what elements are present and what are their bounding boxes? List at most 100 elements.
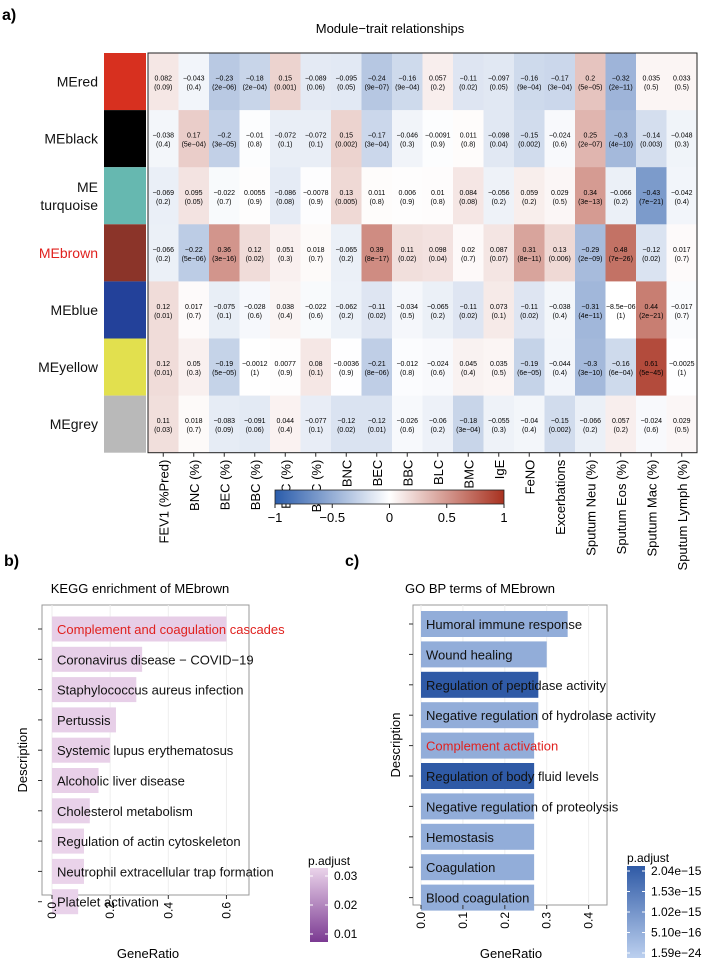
legend-tick-label: 0.01 xyxy=(334,927,358,941)
heatmap-cell-value: 0.25 xyxy=(583,133,597,140)
heatmap-cell-value: −0.31 xyxy=(581,304,599,311)
heatmap-cell xyxy=(575,53,606,111)
heatmap-cell-pvalue: (0.4) xyxy=(461,370,475,377)
heatmap-cell-pvalue: (0.002) xyxy=(518,142,540,149)
heatmap-cell-value: −0.12 xyxy=(642,247,660,254)
heatmap-cell xyxy=(483,281,515,339)
heatmap-cell-pvalue: (2e−11) xyxy=(609,85,633,92)
heatmap-cell-value: 0.36 xyxy=(217,247,231,254)
heatmap-cell-value: 0.13 xyxy=(339,190,353,197)
bar-label: Wound healing xyxy=(426,647,513,662)
heatmap-cell-value: 0.057 xyxy=(429,76,447,83)
heatmap-cell-value: 0.31 xyxy=(522,247,536,254)
bar-label: Regulation of actin cytoskeleton xyxy=(57,834,241,849)
kegg-ylabel: Description xyxy=(15,727,30,792)
heatmap-cell xyxy=(483,167,515,225)
heatmap-cell-pvalue: (8e−17) xyxy=(365,256,389,263)
bar xyxy=(52,768,99,793)
heatmap-cell-value: −0.06 xyxy=(429,418,447,425)
heatmap-cell-value: −0.095 xyxy=(335,76,357,83)
heatmap-cell-value: 0.48 xyxy=(614,247,628,254)
colorbar xyxy=(274,489,505,505)
heatmap-cell-pvalue: (3e−16) xyxy=(212,256,236,263)
heatmap-cell-pvalue: (0.8) xyxy=(400,370,414,377)
module-color-swatch xyxy=(104,281,146,339)
heatmap-cell-value: −0.083 xyxy=(213,418,235,425)
heatmap-cell xyxy=(422,338,454,396)
heatmap-cell-pvalue: (0.01) xyxy=(368,427,386,434)
heatmap-cell-pvalue: (0.7) xyxy=(187,427,201,434)
heatmap-cell-pvalue: (6e−05) xyxy=(517,370,541,377)
heatmap-panel: 0.082 (0.09) −0.043 (0.4) −0.23 (2e−06) −0.18 (… xyxy=(38,52,698,571)
heatmap-cell xyxy=(453,53,484,111)
heatmap-cell-pvalue: (6e−04) xyxy=(609,370,633,377)
heatmap-cell-pvalue: (0.05) xyxy=(185,199,203,206)
heatmap-cell xyxy=(361,281,393,339)
heatmap-cell-pvalue: (9e−07) xyxy=(365,85,389,92)
heatmap-cell-pvalue: (0.06) xyxy=(307,85,325,92)
heatmap-cell xyxy=(666,338,698,396)
bar-label: Cholesterol metabolism xyxy=(57,804,193,819)
legend-tick-label: 1.59e−24 xyxy=(651,946,702,960)
heatmap-cell-pvalue: (2e−06) xyxy=(212,85,236,92)
heatmap-cell xyxy=(270,395,301,454)
heatmap-cell-value: 0.15 xyxy=(339,133,353,140)
heatmap-cell-value: 0.073 xyxy=(490,304,508,311)
heatmap-cell xyxy=(331,224,362,282)
heatmap-cell-pvalue: (0.6) xyxy=(644,427,658,434)
heatmap-cell xyxy=(239,338,271,396)
panel-c-label: c) xyxy=(345,553,359,570)
heatmap-cell xyxy=(453,110,484,168)
legend-tick-label: 5.10e−16 xyxy=(651,926,702,940)
heatmap-cell xyxy=(300,110,332,168)
heatmap-cell xyxy=(392,167,423,225)
bar-label: Complement activation xyxy=(426,739,558,754)
heatmap-border xyxy=(147,52,698,454)
heatmap-cell xyxy=(270,338,301,396)
heatmap-col-label: BNC xyxy=(339,460,354,487)
heatmap-cell-pvalue: (0.2) xyxy=(156,256,170,263)
heatmap-cell xyxy=(514,110,545,168)
heatmap-cell xyxy=(453,395,484,454)
heatmap-cell-pvalue: (0.005) xyxy=(335,199,357,206)
heatmap-cell-value: −0.3 xyxy=(614,133,628,140)
heatmap-cell xyxy=(361,395,393,454)
heatmap-cell xyxy=(575,281,606,339)
heatmap-cell-value: −0.022 xyxy=(305,304,327,311)
heatmap-cell-pvalue: (0.5) xyxy=(644,85,658,92)
heatmap-cell-pvalue: (5e−45) xyxy=(639,370,663,377)
heatmap-cell-value: −0.29 xyxy=(581,247,599,254)
bar-label: Staphylococcus aureus infection xyxy=(57,683,243,698)
heatmap-cell-value: −0.044 xyxy=(549,361,571,368)
heatmap-cell-value: −0.11 xyxy=(368,304,385,311)
heatmap-title: Module−trait relationships xyxy=(316,21,465,36)
panel-b-label: b) xyxy=(4,553,19,570)
heatmap-cell-pvalue: (5e−05) xyxy=(212,370,236,377)
heatmap-cell-pvalue: (0.4) xyxy=(156,142,170,149)
heatmap-cell xyxy=(636,338,667,396)
heatmap-cell-value: −0.046 xyxy=(396,133,418,140)
heatmap-col-label: Excerbations xyxy=(553,459,568,535)
heatmap-cell-value: 0.61 xyxy=(644,361,658,368)
heatmap-cell-value: −0.18 xyxy=(246,76,264,83)
heatmap-cell-value: −0.01 xyxy=(246,133,264,140)
bar xyxy=(52,677,137,703)
heatmap-col-label: BMC (%) xyxy=(309,460,324,513)
heatmap-cell-pvalue: (0.8) xyxy=(431,199,445,206)
heatmap-cell-value: −0.072 xyxy=(305,133,327,140)
heatmap-row-label: turquoise xyxy=(40,197,98,213)
heatmap-cell xyxy=(666,167,698,225)
heatmap-cell-pvalue: (0.01) xyxy=(154,313,172,320)
heatmap-cell xyxy=(666,224,698,282)
heatmap-cell xyxy=(575,167,606,225)
heatmap-cell xyxy=(331,395,362,454)
heatmap-cell-pvalue: (0.002) xyxy=(335,142,357,149)
heatmap-cell-pvalue: (0.5) xyxy=(400,313,414,320)
heatmap-cell-pvalue: (0.02) xyxy=(246,256,264,263)
heatmap-col-label: Sputum Lymph (%) xyxy=(675,460,690,571)
heatmap-cell xyxy=(148,395,179,454)
heatmap-cell-pvalue: (1) xyxy=(616,313,625,320)
heatmap-cell-value: −0.04 xyxy=(520,418,538,425)
heatmap-cell-value: 0.018 xyxy=(185,418,203,425)
heatmap-col-label: Sputum Neu (%) xyxy=(583,460,598,556)
